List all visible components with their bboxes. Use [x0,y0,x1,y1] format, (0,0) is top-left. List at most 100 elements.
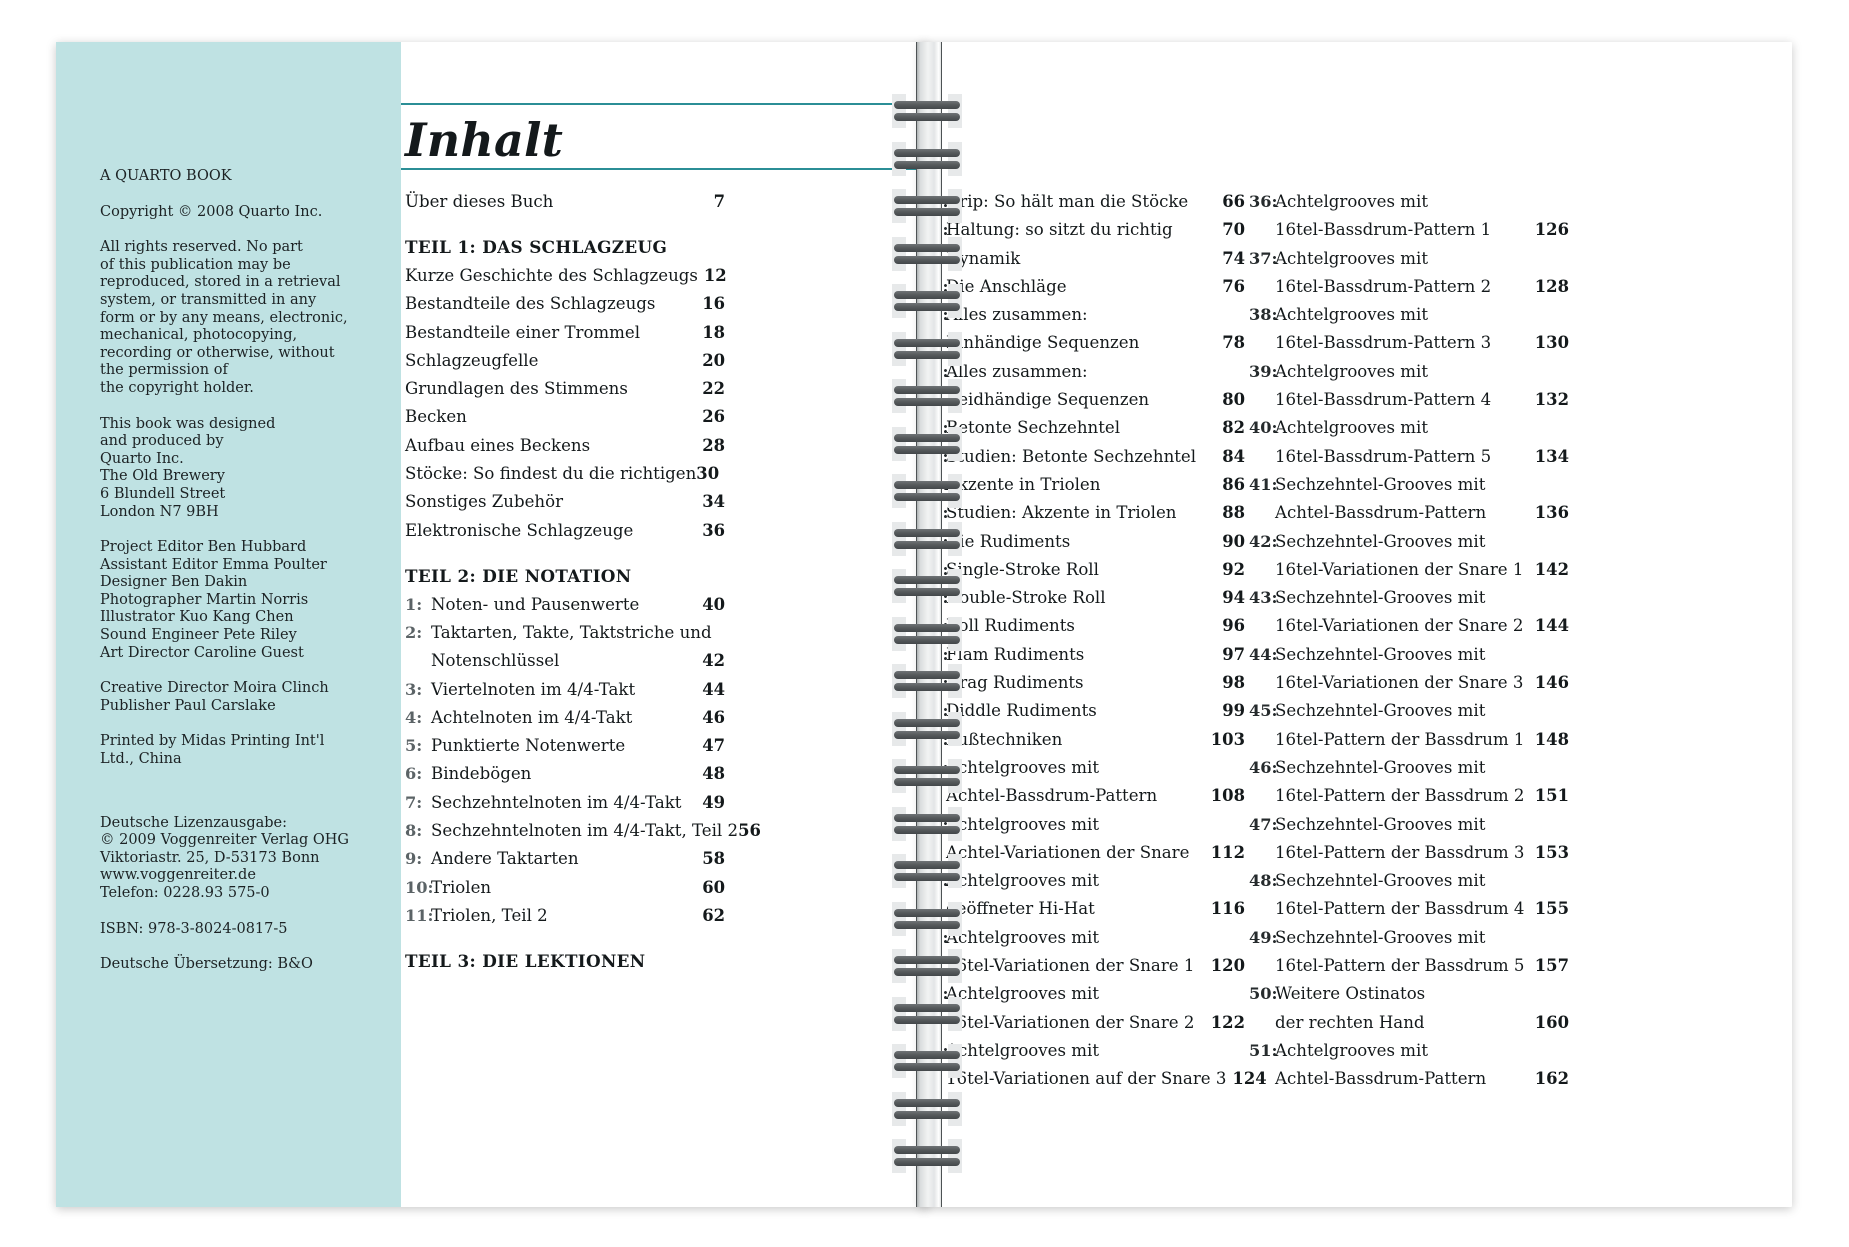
toc-entry-continuation[interactable]: 16tel-Bassdrum-Pattern 2 128 [1249,277,1569,296]
toc-entry-continuation[interactable]: 16tel-Bassdrum-Pattern 4 132 [1249,390,1569,409]
toc-entry[interactable]: 43: Sechzehntel-Grooves mit [1249,588,1569,607]
toc-entry[interactable]: 42: Sechzehntel-Grooves mit [1249,532,1569,551]
toc-entry[interactable]: 39: Achtelgrooves mit [1249,362,1569,381]
toc-entry[interactable]: 40: Achtelgrooves mit [1249,418,1569,437]
toc-entry[interactable]: Stöcke: So findest du die richtigen 30 [405,464,725,483]
toc-entry[interactable]: 21: Studien: Akzente in Triolen 88 [920,503,1245,522]
toc-entry[interactable]: 29: Fußtechniken 103 [920,730,1245,749]
toc-entry[interactable]: 48: Sechzehntel-Grooves mit [1249,871,1569,890]
toc-entry-continuation[interactable]: 16tel-Bassdrum-Pattern 3 130 [1249,333,1569,352]
toc-entry-continuation[interactable]: 16tel-Variationen der Snare 1 120 [920,956,1245,975]
toc-entry-page: 86 [1222,474,1245,494]
toc-entry-continuation[interactable]: Achtel-Bassdrum-Pattern 136 [1249,503,1569,522]
toc-entry-title: Sechzehntel-Grooves mit [1275,871,1486,891]
toc-entry-continuation[interactable]: 16tel-Variationen der Snare 3 146 [1249,673,1569,692]
toc-entry[interactable]: 51: Achtelgrooves mit [1249,1041,1569,1060]
toc-entry[interactable]: 38: Achtelgrooves mit [1249,305,1569,324]
toc-entry-title: Aufbau eines Beckens [405,435,591,455]
toc-entry-continuation[interactable]: 16tel-Pattern der Bassdrum 2 151 [1249,786,1569,805]
toc-entry[interactable]: 8: Sechzehntelnoten im 4/4-Takt, Teil 2 … [405,821,761,840]
toc-entry-continuation[interactable]: Achtel-Bassdrum-Pattern 108 [920,786,1245,805]
toc-entry[interactable]: Schlagzeugfelle 20 [405,351,725,370]
toc-entry[interactable]: 25: Roll Rudiments 96 [920,616,1245,635]
toc-entry[interactable]: 41: Sechzehntel-Grooves mit [1249,475,1569,494]
toc-entry[interactable]: 19: Studien: Betonte Sechzehntel 84 [920,447,1245,466]
toc-entry[interactable]: 27: Drag Rudiments 98 [920,673,1245,692]
toc-entry[interactable]: 44: Sechzehntel-Grooves mit [1249,645,1569,664]
toc-entry-continuation[interactable]: 16tel-Pattern der Bassdrum 5 157 [1249,956,1569,975]
toc-entry[interactable]: Grundlagen des Stimmens 22 [405,379,725,398]
toc-entry-continuation[interactable]: Notenschlüssel 42 [405,651,725,670]
toc-entry[interactable]: 34: Achtelgrooves mit [920,984,1245,1003]
toc-entry-title: Haltung: so sitzt du richtig [946,220,1173,240]
toc-entry[interactable]: 1: Noten- und Pausenwerte 40 [405,595,725,614]
toc-entry[interactable]: 46: Sechzehntel-Grooves mit [1249,758,1569,777]
toc-entry[interactable]: 33: Achtelgrooves mit [920,928,1245,947]
toc-entry-continuation[interactable]: 16tel-Bassdrum-Pattern 1 126 [1249,220,1569,239]
toc-entry[interactable]: 4: Achtelnoten im 4/4-Takt 46 [405,708,725,727]
toc-entry[interactable]: 15: Die Anschläge 76 [920,277,1245,296]
toc-entry-continuation[interactable]: 16tel-Variationen der Snare 2 144 [1249,616,1569,635]
imprint-address: Quarto Inc. The Old Brewery 6 Blundell S… [100,451,370,521]
toc-entry[interactable]: 49: Sechzehntel-Grooves mit [1249,928,1569,947]
toc-entry[interactable]: Becken 26 [405,407,725,426]
toc-entry-continuation[interactable]: geöffneter Hi-Hat 116 [920,899,1245,918]
toc-entry[interactable]: 7: Sechzehntelnoten im 4/4-Takt 49 [405,793,725,812]
toc-entry[interactable]: 3: Viertelnoten im 4/4-Takt 44 [405,680,725,699]
toc-entry[interactable]: 35: Achtelgrooves mit [920,1041,1245,1060]
toc-entry[interactable]: Über dieses Buch 7 [405,192,725,211]
toc-entry[interactable]: 2: Taktarten, Takte, Taktstriche und [405,623,725,642]
toc-entry[interactable]: 12: Grip: So hält man die Stöcke 66 [920,192,1245,211]
toc-entry-continuation[interactable]: 16tel-Variationen der Snare 1 142 [1249,560,1569,579]
toc-entry-continuation[interactable]: 16tel-Pattern der Bassdrum 4 155 [1249,899,1569,918]
toc-entry[interactable]: 16: Alles zusammen: [920,305,1245,324]
toc-entry-continuation[interactable]: 16tel-Pattern der Bassdrum 3 153 [1249,843,1569,862]
toc-entry[interactable]: 23: Single-Stroke Roll 92 [920,560,1245,579]
toc-entry-continuation[interactable]: Einhändige Sequenzen 78 [920,333,1245,352]
toc-entry-continuation[interactable]: 16tel-Variationen der Snare 2 122 [920,1013,1245,1032]
toc-entry-continuation[interactable]: 16tel-Pattern der Bassdrum 1 148 [1249,730,1569,749]
toc-entry[interactable]: 10: Triolen 60 [405,878,725,897]
toc-entry[interactable]: Bestandteile einer Trommel 18 [405,323,725,342]
toc-entry[interactable]: 9: Andere Taktarten 58 [405,849,725,868]
toc-entry[interactable]: 6: Bindebögen 48 [405,764,725,783]
toc-entry[interactable]: Elektronische Schlagzeuge 36 [405,521,725,540]
toc-entry-continuation[interactable]: Beidhändige Sequenzen 80 [920,390,1245,409]
toc-entry[interactable]: 5: Punktierte Notenwerte 47 [405,736,725,755]
toc-entry[interactable]: 24: Double-Stroke Roll 94 [920,588,1245,607]
toc-entry[interactable]: Aufbau eines Beckens 28 [405,436,725,455]
toc-entry[interactable]: Sonstiges Zubehör 34 [405,492,725,511]
toc-entry-continuation[interactable]: der rechten Hand 160 [1249,1013,1569,1032]
toc-entry[interactable]: Bestandteile des Schlagzeugs 16 [405,294,725,313]
toc-entry-page: 47 [702,736,725,756]
imprint-line: Project Editor Ben Hubbard Assistant Edi… [100,539,327,661]
toc-entry[interactable]: 11: Triolen, Teil 2 62 [405,906,725,925]
toc-entry[interactable]: 30: Achtelgrooves mit [920,758,1245,777]
toc-entry[interactable]: 20: Akzente in Triolen 86 [920,475,1245,494]
toc-entry-continuation[interactable]: 16tel-Variationen auf der Snare 3 124 [920,1069,1267,1088]
toc-entry[interactable]: 13: Haltung: so sitzt du richtig 70 [920,220,1245,239]
toc-entry[interactable]: Kurze Geschichte des Schlagzeugs 12 [405,266,727,285]
toc-entry-title: Achtelgrooves mit [946,984,1099,1004]
toc-entry-number: 38: [1249,305,1278,325]
toc-entry[interactable]: 22: Die Rudiments 90 [920,532,1245,551]
toc-entry[interactable]: 28: Diddle Rudiments 99 [920,701,1245,720]
toc-entry[interactable]: 17: Alles zusammen: [920,362,1245,381]
toc-entry[interactable]: 45: Sechzehntel-Grooves mit [1249,701,1569,720]
imprint-line: Copyright © 2008 Quarto Inc. [100,203,323,220]
toc-entry[interactable]: 14: Dynamik 74 [920,249,1245,268]
toc-entry[interactable]: 36: Achtelgrooves mit [1249,192,1569,211]
toc-entry-continuation[interactable]: Achtel-Bassdrum-Pattern 162 [1249,1069,1569,1088]
toc-entry-continuation[interactable]: Achtel-Variationen der Snare 112 [920,843,1245,862]
toc-entry-title-cont: 16tel-Pattern der Bassdrum 5 [1275,956,1525,976]
toc-entry[interactable]: 50: Weitere Ostinatos [1249,984,1569,1003]
toc-entry[interactable]: 18: Betonte Sechzehntel 82 [920,418,1245,437]
toc-entry-continuation[interactable]: 16tel-Bassdrum-Pattern 5 134 [1249,447,1569,466]
toc-entry[interactable]: 26: Flam Rudiments 97 [920,645,1245,664]
toc-entry[interactable]: 47: Sechzehntel-Grooves mit [1249,815,1569,834]
toc-entry-page: 88 [1222,503,1245,523]
toc-entry[interactable]: 37: Achtelgrooves mit [1249,249,1569,268]
toc-entry[interactable]: 32: Achtelgrooves mit [920,871,1245,890]
toc-entry-title: Alles zusammen: [946,361,1088,381]
toc-entry[interactable]: 31: Achtelgrooves mit [920,815,1245,834]
